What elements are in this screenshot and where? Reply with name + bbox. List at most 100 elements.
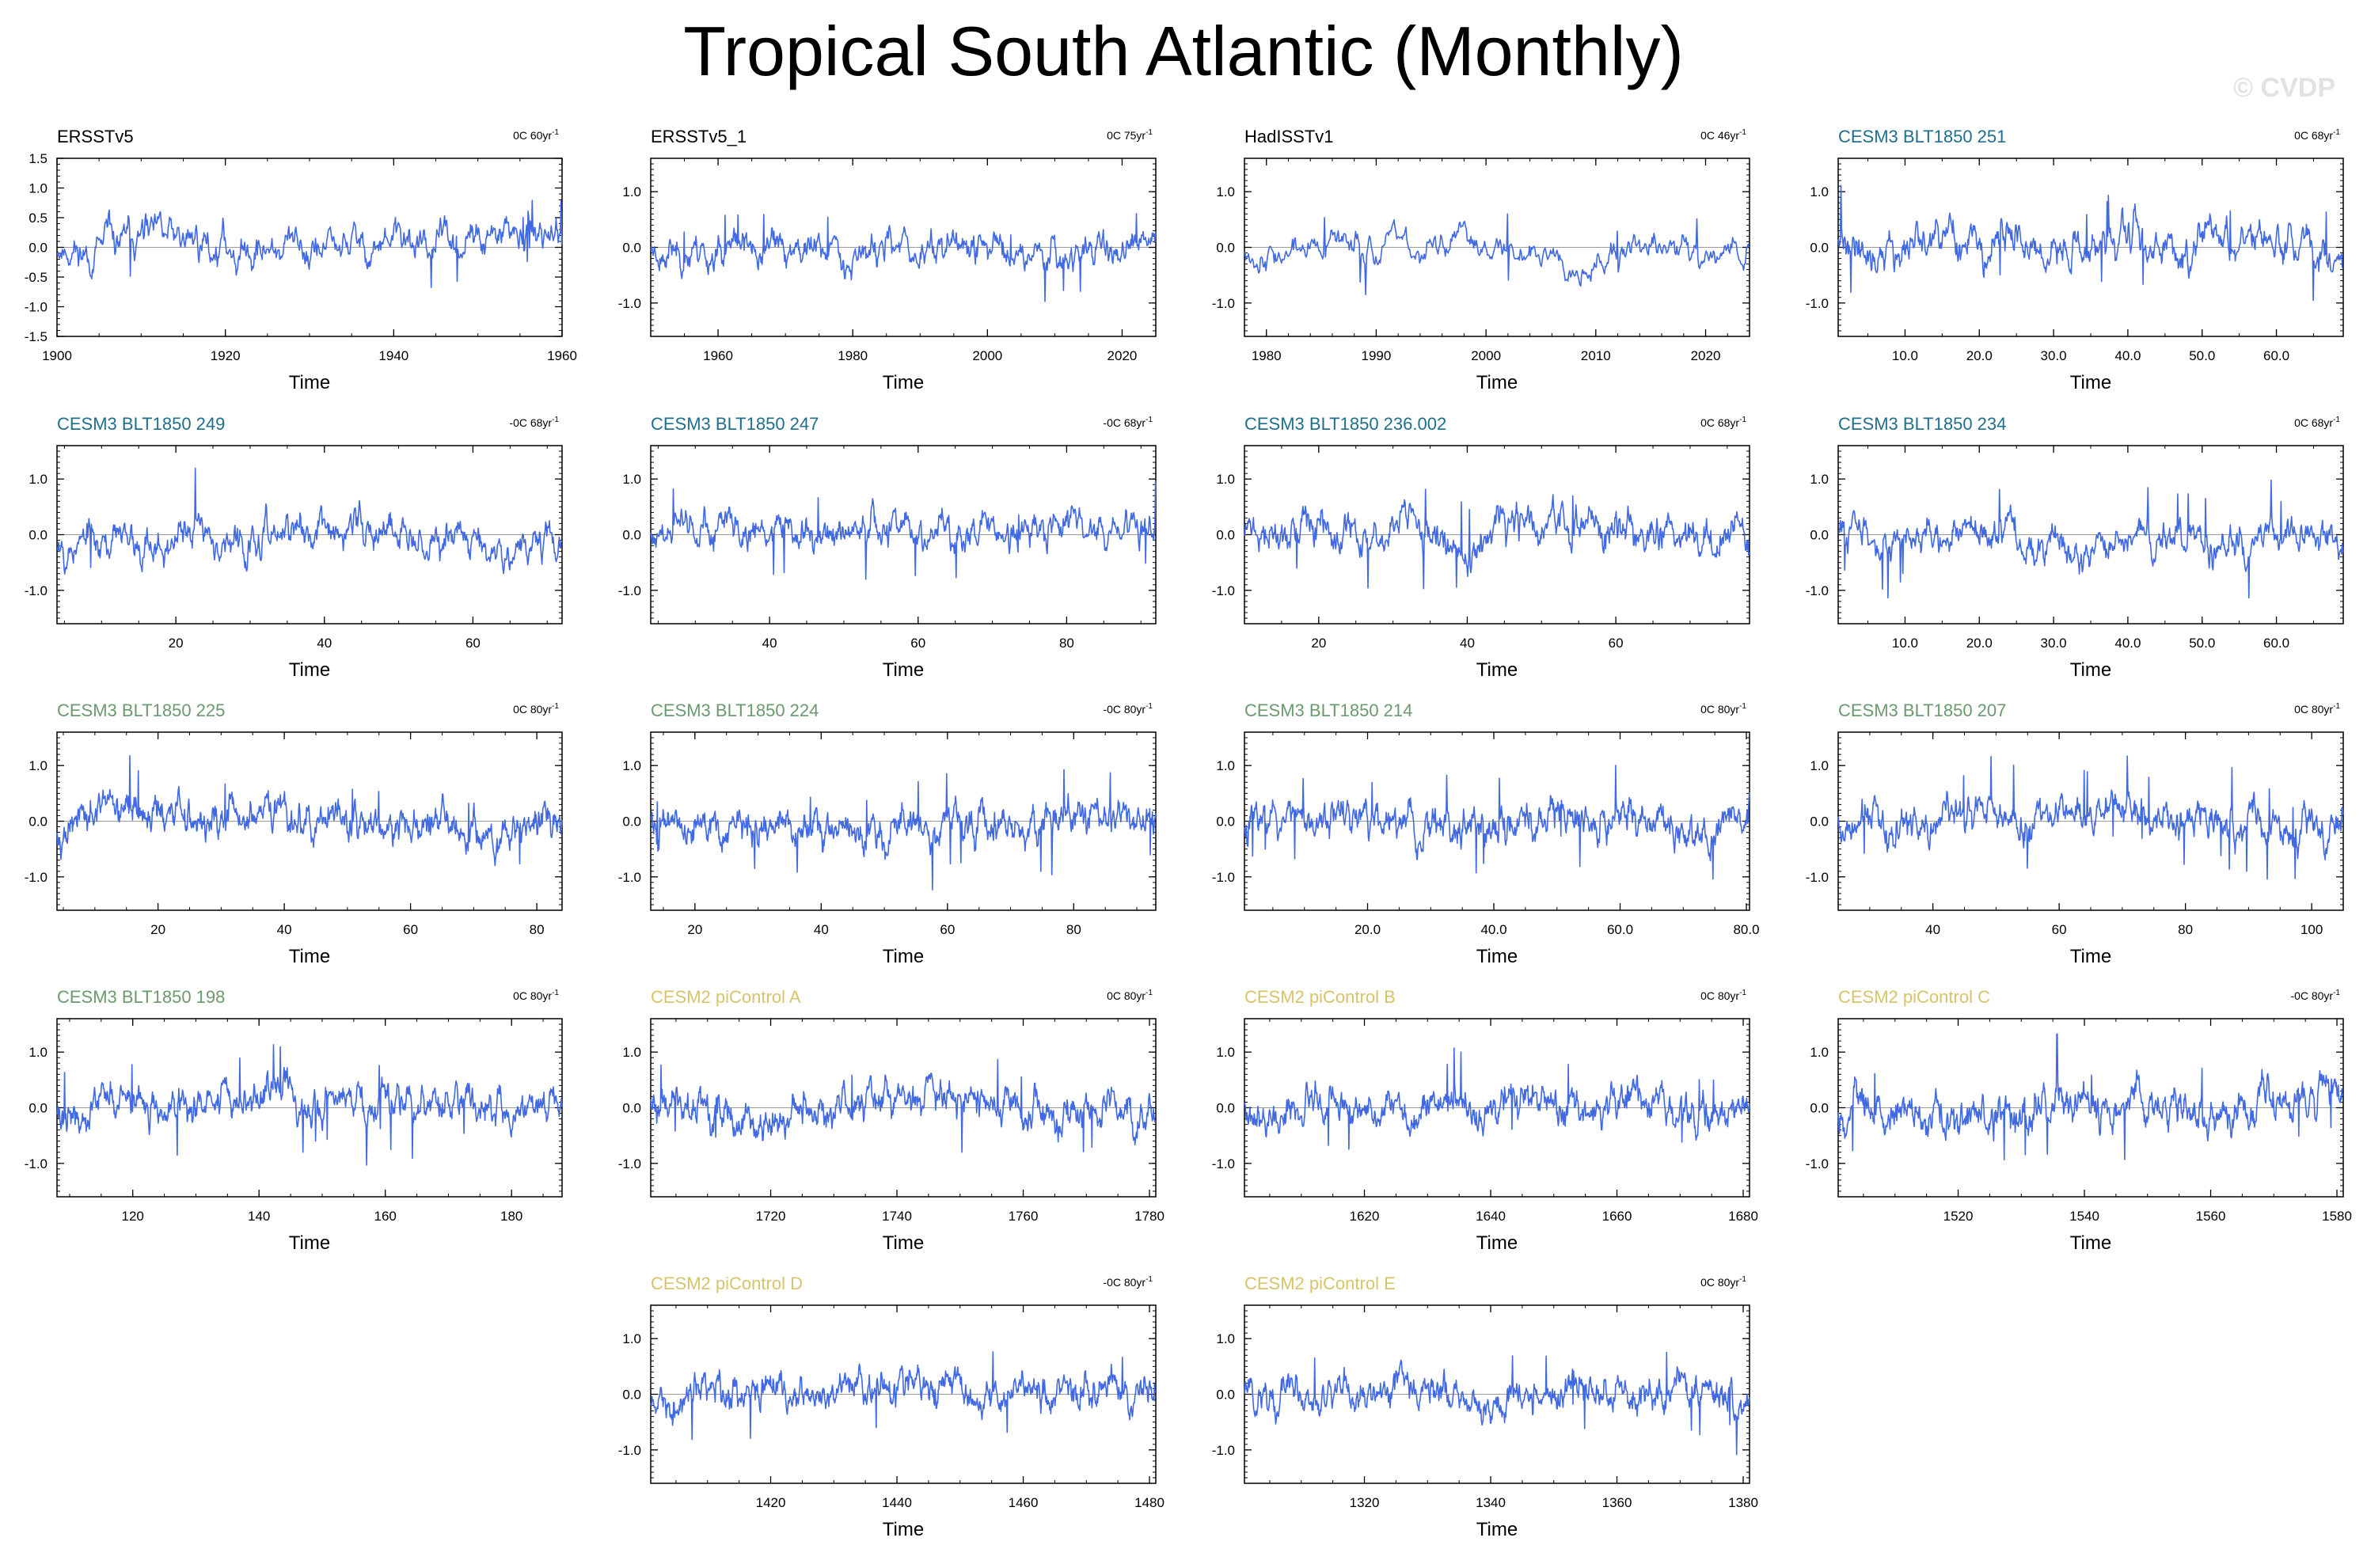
y-tick-label: 1.0 — [28, 181, 47, 196]
x-tick-label: 1420 — [756, 1495, 786, 1510]
x-tick-label: 1660 — [1602, 1209, 1632, 1224]
series-line — [1244, 1351, 1750, 1456]
x-axis-label: Time — [1476, 1519, 1518, 1540]
y-tick-label: -1.0 — [618, 870, 641, 885]
y-tick-label: 1.0 — [1216, 1331, 1235, 1346]
trend-label: 0C 75yr-1 — [1107, 128, 1153, 142]
series-line — [1244, 213, 1750, 295]
y-tick-label: 1.0 — [1216, 184, 1235, 199]
chart-panel: ERSSTv5 0C 60yr-1 1.5 1.0 0.5 0.0 -0.5 -1.0 -1.5… — [25, 127, 577, 393]
trend-exponent: -1 — [1739, 128, 1746, 137]
y-tick-label: 1.0 — [622, 472, 641, 487]
x-tick-label: 1380 — [1728, 1495, 1758, 1510]
y-tick-label: 0.0 — [28, 241, 47, 256]
y-tick-label: -1.0 — [618, 1156, 641, 1171]
cvdp-watermark: © CVDP — [2233, 73, 2335, 103]
chart-panel: ERSSTv5_1 0C 75yr-1 1.0 0.0 -1.0 1960 1980 2000… — [618, 127, 1157, 393]
y-tick-label: 0.0 — [1810, 241, 1829, 256]
panel-title: CESM2 piControl C — [1838, 987, 1990, 1007]
y-tick-label: -1.0 — [25, 870, 47, 885]
chart-panel: CESM2 piControl D -0C 80yr-1 1.0 0.0 -1.0 142… — [618, 1274, 1165, 1540]
chart-panel: CESM3 BLT1850 249 -0C 68yr-1 1.0 0.0 -1.0 20 4… — [25, 414, 563, 681]
x-tick-label: 60.0 — [2263, 636, 2289, 651]
series-line — [1837, 755, 2344, 880]
x-tick-label: 20.0 — [1966, 348, 1993, 363]
y-tick-label: -1.0 — [1212, 296, 1235, 311]
y-tick-label: 1.0 — [28, 1045, 47, 1060]
chart-panel: CESM3 BLT1850 251 0C 68yr-1 1.0 0.0 -1.0 10.0… — [1806, 127, 2344, 393]
trend-label: -0C 68yr-1 — [1103, 416, 1153, 429]
y-tick-label: 1.5 — [28, 151, 47, 166]
x-tick-label: 80.0 — [1733, 922, 1759, 937]
x-tick-label: 1680 — [1728, 1209, 1758, 1224]
trend-exponent: -1 — [2333, 989, 2340, 997]
y-tick-label: 1.0 — [1216, 472, 1235, 487]
chart-panel: CESM3 BLT1850 234 0C 68yr-1 1.0 0.0 -1.0 10.0… — [1806, 414, 2344, 681]
x-tick-label: 100 — [2301, 922, 2323, 937]
y-tick-label: 1.0 — [1810, 472, 1829, 487]
x-tick-label: 140 — [248, 1209, 270, 1224]
trend-label: 0C 80yr-1 — [1107, 989, 1153, 1002]
series-line — [650, 769, 1157, 890]
trend-label: 0C 68yr-1 — [2294, 128, 2340, 142]
panel-title: CESM3 BLT1850 251 — [1838, 127, 2006, 146]
trend-exponent: -1 — [1739, 416, 1746, 424]
y-tick-label: 1.0 — [622, 1331, 641, 1346]
x-tick-label: 1520 — [1943, 1209, 1974, 1224]
x-axis-label: Time — [2070, 946, 2111, 967]
x-tick-label: 1900 — [42, 348, 72, 363]
x-tick-label: 40.0 — [2114, 348, 2141, 363]
x-tick-label: 1780 — [1134, 1209, 1165, 1224]
panel-title: CESM2 piControl D — [651, 1274, 803, 1293]
x-tick-label: 60 — [910, 636, 925, 651]
series-line — [1244, 1047, 1750, 1150]
chart-panel: CESM3 BLT1850 224 -0C 80yr-1 1.0 0.0 -1.0 20 4… — [618, 700, 1157, 967]
y-tick-label: 0.0 — [28, 814, 47, 830]
panel-title: CESM3 BLT1850 234 — [1838, 414, 2006, 434]
series-line — [1244, 488, 1750, 590]
x-tick-label: 1540 — [2069, 1209, 2099, 1224]
x-tick-label: 80 — [1059, 636, 1074, 651]
x-tick-label: 30.0 — [2041, 636, 2067, 651]
y-tick-label: 0.0 — [1810, 528, 1829, 543]
y-tick-label: 0.0 — [1216, 1388, 1235, 1403]
trend-label: -0C 80yr-1 — [1103, 1275, 1153, 1289]
trend-exponent: -1 — [552, 128, 559, 137]
x-tick-label: 1960 — [547, 348, 577, 363]
x-axis-label: Time — [2070, 659, 2111, 681]
y-tick-label: -1.5 — [25, 329, 47, 344]
x-tick-label: 80 — [2178, 922, 2193, 937]
trend-label: 0C 80yr-1 — [1700, 702, 1746, 716]
trend-exponent: -1 — [1146, 702, 1153, 711]
x-tick-label: 1980 — [838, 348, 868, 363]
chart-panel: CESM3 BLT1850 207 0C 80yr-1 1.0 0.0 -1.0 40 60… — [1806, 700, 2344, 967]
x-tick-label: 1460 — [1009, 1495, 1039, 1510]
x-tick-label: 40.0 — [1480, 922, 1506, 937]
y-tick-label: 1.0 — [1810, 184, 1829, 199]
series-line — [1837, 479, 2344, 599]
panel-title: ERSSTv5_1 — [651, 127, 747, 146]
series-line — [1837, 1033, 2344, 1160]
x-tick-label: 40 — [277, 922, 292, 937]
trend-label: 0C 80yr-1 — [2294, 702, 2340, 716]
y-tick-label: 0.0 — [1810, 814, 1829, 830]
y-tick-label: 0.0 — [1216, 241, 1235, 256]
trend-exponent: -1 — [1146, 416, 1153, 424]
trend-label: 0C 80yr-1 — [1700, 989, 1746, 1002]
chart-panel: HadISSTv1 0C 46yr-1 1.0 0.0 -1.0 1980 1990 2000… — [1212, 127, 1750, 393]
y-tick-label: 1.0 — [622, 184, 641, 199]
x-axis-label: Time — [883, 659, 924, 681]
panel-title: CESM3 BLT1850 249 — [57, 414, 225, 434]
trend-label: 0C 80yr-1 — [1700, 1275, 1746, 1289]
x-tick-label: 1940 — [378, 348, 408, 363]
x-tick-label: 1760 — [1009, 1209, 1039, 1224]
chart-panel: CESM3 BLT1850 214 0C 80yr-1 1.0 0.0 -1.0 20.0… — [1212, 700, 1760, 967]
y-tick-label: 0.0 — [622, 1101, 641, 1116]
trend-label: -0C 80yr-1 — [1103, 702, 1153, 716]
y-tick-label: 1.0 — [28, 758, 47, 773]
x-axis-label: Time — [289, 946, 330, 967]
y-tick-label: 1.0 — [1216, 1045, 1235, 1060]
x-axis-label: Time — [1476, 659, 1518, 681]
panel-title: CESM3 BLT1850 236.002 — [1244, 414, 1446, 434]
